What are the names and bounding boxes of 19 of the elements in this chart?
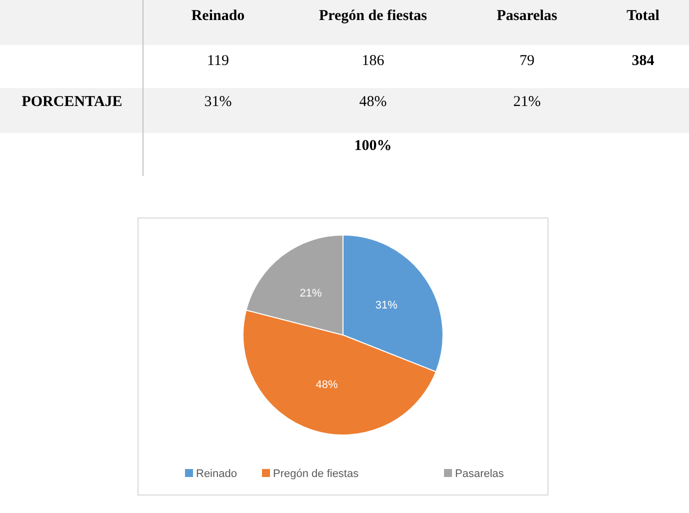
category-label: Pasarelas [496, 8, 558, 24]
data-label: 48% [316, 378, 338, 391]
text: 100% [354, 138, 392, 154]
data-label: 79 [520, 53, 534, 69]
legend-label: Reinado [196, 468, 237, 480]
text: 21% [513, 94, 541, 110]
category-label: Total [626, 8, 660, 24]
text: PORCENTAJE [22, 94, 122, 110]
category-label: Pregón de fiestas [318, 8, 428, 24]
data-label: 119 [207, 53, 229, 69]
data-label: 21% [300, 287, 322, 300]
category-label: Reinado [191, 8, 245, 24]
legend-label: Pregón de fiestas [273, 468, 360, 480]
data-label: 31% [375, 299, 398, 312]
data-label: 384 [632, 53, 655, 69]
text: 48% [359, 94, 387, 110]
data-label: 186 [362, 53, 385, 69]
legend-label: Pasarelas [455, 468, 504, 480]
text: 31% [204, 94, 232, 110]
